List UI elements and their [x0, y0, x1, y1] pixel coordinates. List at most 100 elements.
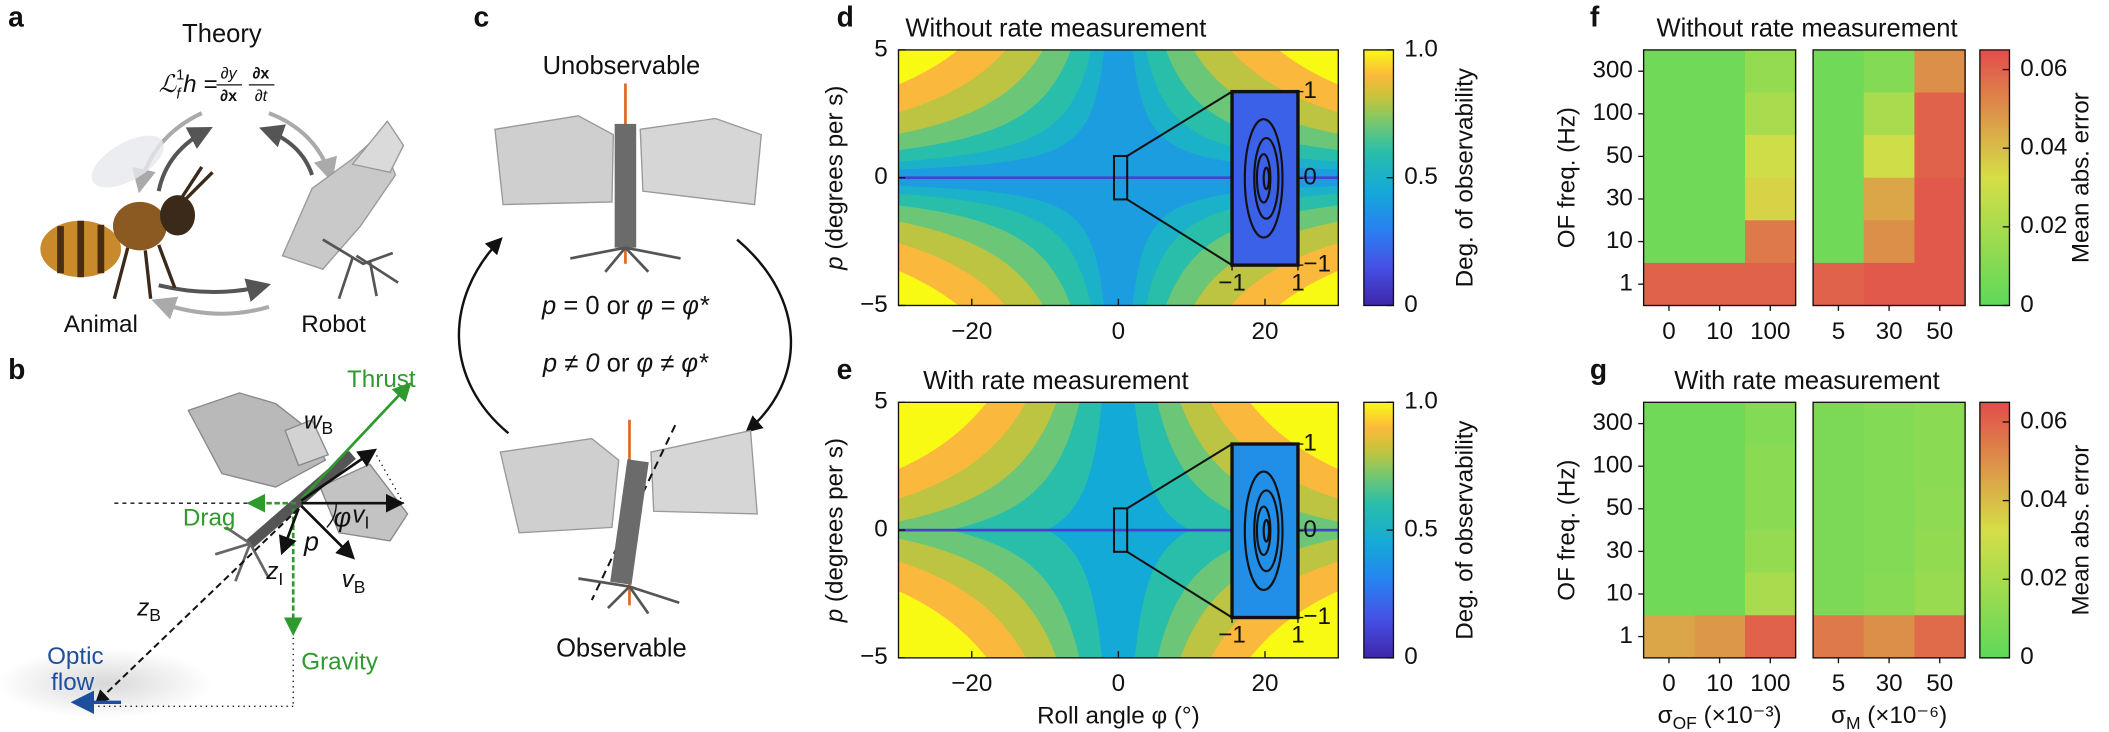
panel-label: f [1590, 0, 1600, 32]
inset [1230, 89, 1300, 267]
colorbar-tick-label: 0 [2020, 643, 2033, 670]
y-axis-label: OF freq. (Hz) [1554, 459, 1581, 600]
heatmap-cell [1914, 220, 1966, 264]
y-tick-label: 10 [1606, 227, 1633, 254]
colorbar-tick-label: 0 [1404, 291, 1417, 318]
vector-label: zB [136, 595, 161, 625]
gravity-label: Gravity [301, 649, 379, 676]
x-tick-label: 30 [1876, 670, 1903, 697]
heatmap-cell [1643, 92, 1695, 136]
vector-symbol: z [136, 595, 149, 622]
colorbar-tick-label: 0 [2020, 291, 2033, 318]
y-tick-label: 5 [874, 388, 887, 415]
heatmap-cell [1744, 49, 1797, 94]
heatmap-cell [1744, 262, 1797, 307]
y-axis-label: p (degrees per s) [822, 438, 849, 623]
heatmap-cell [1863, 135, 1916, 179]
bee-thorax [112, 201, 167, 251]
x-axis-sub: M [1846, 712, 1861, 732]
heatmap-cell [1863, 530, 1916, 574]
bee [40, 135, 214, 300]
heatmap-cell [1914, 572, 1966, 616]
heatmap-cell [1694, 487, 1746, 531]
chart-title: With rate measurement [923, 367, 1189, 395]
heatmap-cell [1813, 49, 1865, 94]
x-tick-label: 50 [1926, 318, 1953, 345]
inset [1230, 442, 1300, 620]
vector-label: zI [265, 559, 283, 589]
x-axis-label: σOF (×10⁻³) [1658, 702, 1782, 732]
heatmap-cell [1914, 262, 1966, 307]
vector-symbol: w [304, 408, 323, 435]
robot-body [610, 459, 649, 585]
heatmap-cell [1694, 530, 1746, 574]
x-tick-label: 100 [1750, 318, 1790, 345]
zi-arrow [278, 508, 300, 556]
heatmap-cell [1643, 530, 1695, 574]
x-tick-label: 30 [1876, 318, 1903, 345]
robot-wing [494, 115, 615, 206]
panel-title: Theory [182, 20, 262, 48]
heatmap-cell [1643, 572, 1695, 616]
cycle-arrow [156, 127, 213, 192]
vector-symbol: v [352, 502, 366, 529]
bee-stripes [57, 220, 105, 278]
panel-label: a [8, 0, 24, 32]
y-tick-label: 1 [1619, 270, 1632, 297]
panel-label: b [8, 353, 25, 385]
colorbar-tick-label: 0.04 [2020, 134, 2067, 161]
inset-x-tick-label: 1 [1291, 622, 1304, 649]
colorbar-label: Deg. of observability [1451, 420, 1478, 640]
y-tick-label: 0 [874, 515, 887, 542]
y-tick-label: 30 [1606, 184, 1633, 211]
x-tick-label: 50 [1926, 670, 1953, 697]
y-tick-label: 300 [1592, 57, 1632, 84]
heatmap-cell [1694, 135, 1746, 179]
x-tick-label: 100 [1750, 670, 1790, 697]
inset-contour [1243, 118, 1284, 239]
heatmap-cell [1813, 177, 1865, 221]
inset-contour [1255, 153, 1272, 204]
y-tick-label: 100 [1592, 452, 1632, 479]
vector-sub: B [149, 605, 161, 625]
heatmap-cell [1694, 572, 1746, 616]
heatmap-cell [1744, 487, 1797, 531]
robot-body [614, 123, 637, 248]
colorbar-tick-label: 0.5 [1404, 515, 1438, 542]
x-tick-label: 20 [1252, 670, 1279, 697]
x-tick-label: 5 [1832, 318, 1845, 345]
chart-title: Without rate measurement [905, 14, 1206, 42]
heatmap-cell [1643, 402, 1695, 446]
colorbar-label: Deg. of observability [1451, 67, 1478, 287]
panel-label: c [473, 0, 489, 32]
x-tick-label: −20 [951, 318, 992, 345]
x-tick-label: 10 [1706, 670, 1733, 697]
inset-contour [1262, 518, 1271, 543]
heatmap-cell [1744, 220, 1797, 264]
robot-wing [284, 418, 330, 467]
heatmap-cell [1863, 572, 1916, 616]
inset-contour [1262, 166, 1271, 191]
x-tick-label: 0 [1112, 318, 1125, 345]
heatmap-cell [1744, 135, 1797, 179]
condition-part: p ≠ 0 [542, 349, 600, 377]
heatmap-cell [1813, 402, 1865, 446]
y-axis-symbol: p [822, 256, 849, 270]
heatmap-cell [1643, 49, 1695, 94]
formula-sub: f [176, 86, 182, 102]
formula-h: h = [183, 72, 217, 99]
heatmap-cell [1863, 177, 1916, 221]
animal-label: Animal [64, 311, 138, 338]
cycle-arrow [151, 296, 270, 320]
chart-title: With rate measurement [1674, 367, 1940, 395]
heatmap-cell [1813, 487, 1865, 531]
x-tick-label: 0 [1112, 670, 1125, 697]
colorbar [1979, 401, 2011, 659]
chart-title: Without rate measurement [1657, 14, 1958, 42]
optic-flow-label: flow [51, 669, 95, 696]
y-tick-label: 1 [1619, 622, 1632, 649]
formula-symbol: ℒ [159, 72, 177, 99]
vector-symbol: z [265, 559, 278, 586]
heatmap-cell [1744, 177, 1797, 221]
